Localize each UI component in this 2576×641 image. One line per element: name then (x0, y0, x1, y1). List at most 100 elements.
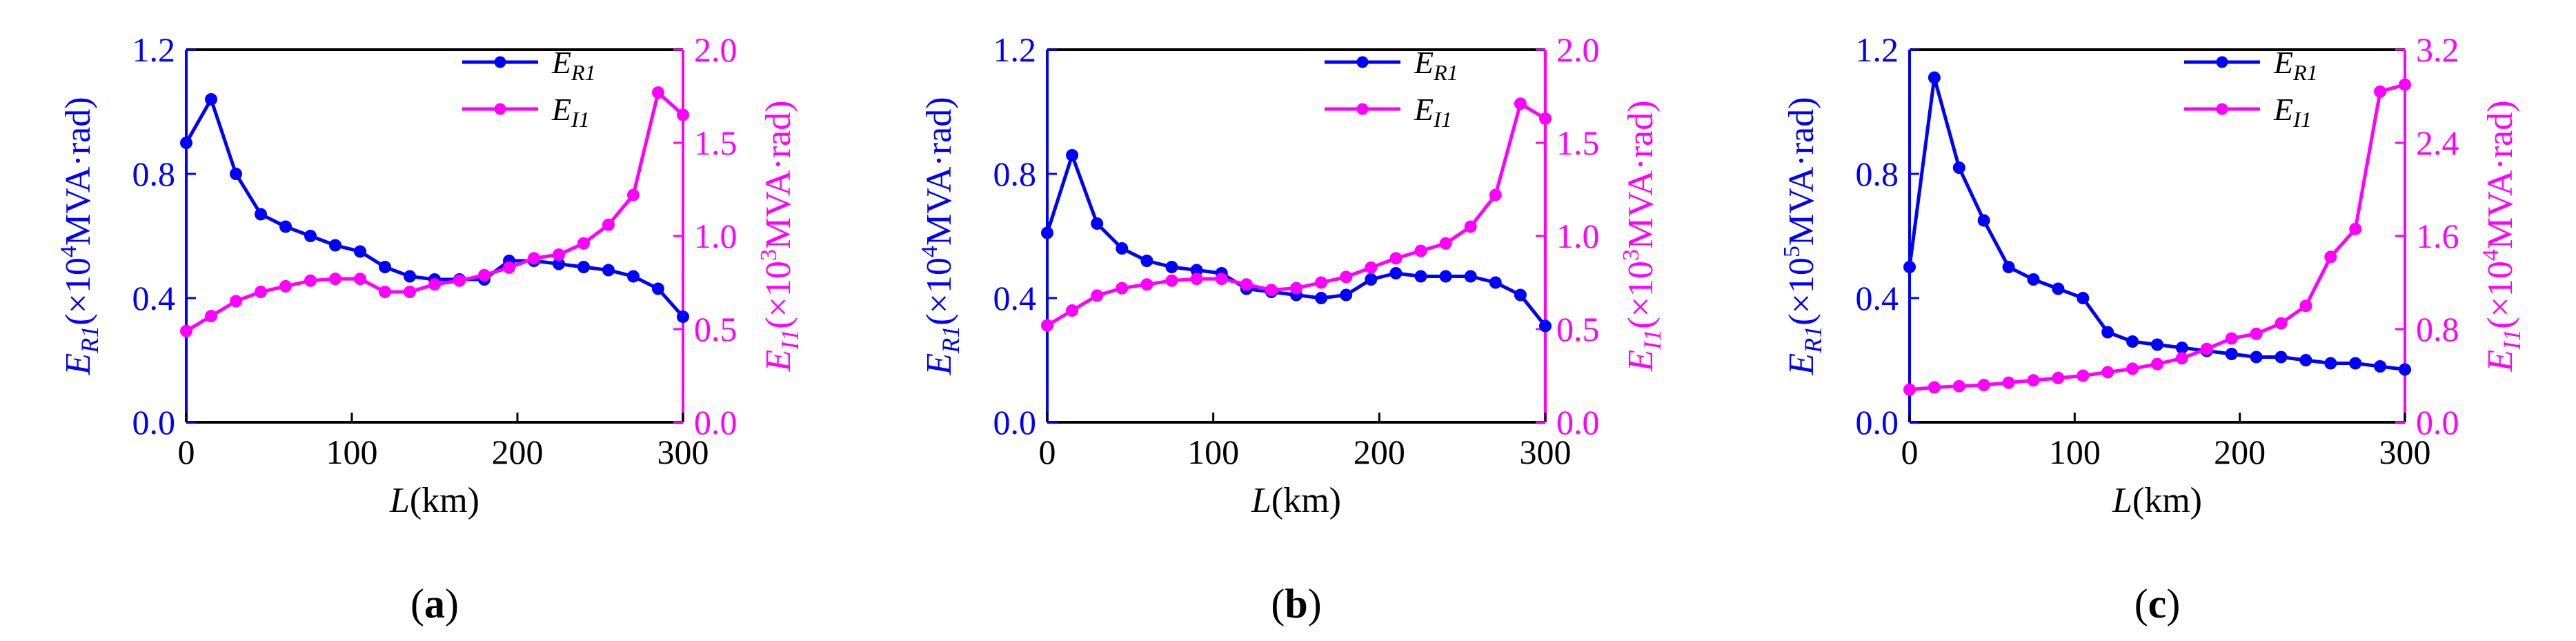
data-point (255, 286, 267, 298)
x-tick-label: 0 (1901, 433, 1919, 471)
data-point (2052, 371, 2065, 384)
left-tick-label: 1.2 (993, 30, 1037, 69)
data-point (2151, 357, 2163, 371)
data-point (1340, 270, 1353, 284)
data-point (230, 168, 242, 180)
data-point (2349, 222, 2362, 235)
data-point (180, 324, 192, 337)
data-point (304, 230, 317, 242)
right-axis-title: EI1(×103MVA·rad) (1618, 100, 1666, 372)
x-tick-label: 300 (1520, 433, 1572, 471)
left-tick-label: 0.0 (132, 403, 176, 442)
data-point (2002, 261, 2015, 273)
left-tick-label: 0.4 (1856, 279, 1899, 317)
data-point (1952, 161, 1965, 174)
data-point (1041, 319, 1053, 332)
data-point (1240, 278, 1253, 291)
x-tick-label: 100 (2049, 433, 2101, 471)
series-I1 (180, 86, 689, 337)
x-tick-label: 100 (1187, 433, 1239, 471)
left-axis-title: ER1(×105MVA·rad) (1779, 97, 1827, 375)
right-tick-label: 3.2 (2416, 30, 2459, 69)
data-point (2299, 299, 2312, 313)
data-point (652, 282, 664, 295)
right-axis-title: EI1(×104MVA·rad) (2478, 100, 2526, 372)
data-point (677, 108, 689, 121)
data-point (1116, 242, 1129, 255)
data-point (1928, 381, 1941, 394)
data-point (1903, 261, 1916, 273)
data-point (2275, 317, 2288, 330)
data-point (279, 220, 292, 233)
right-tick-label: 1.0 (694, 217, 737, 255)
legend-marker (2216, 56, 2228, 68)
data-point (1116, 282, 1129, 295)
data-point (404, 270, 416, 283)
data-point (2027, 374, 2040, 387)
right-tick-label: 1.5 (694, 124, 737, 162)
left-axis-title: ER1(×104MVA·rad) (917, 97, 964, 375)
right-tick-label: 0.0 (1556, 403, 1600, 442)
data-point (627, 270, 640, 283)
x-tick-label: 200 (492, 433, 544, 471)
left-tick-label: 0.0 (1856, 403, 1899, 442)
right-tick-label: 2.0 (1556, 30, 1600, 69)
data-point (1389, 252, 1403, 265)
data-point (1315, 276, 1328, 289)
left-tick-label: 0.0 (993, 403, 1037, 442)
data-point (1389, 267, 1403, 279)
data-point (1414, 244, 1427, 257)
data-point (577, 261, 590, 273)
data-point (478, 268, 491, 282)
series-R1 (1041, 149, 1552, 333)
data-point (2299, 354, 2312, 366)
x-tick-label: 200 (1354, 433, 1405, 471)
chart-panel-a: 0 100 200 3000.00.40.81.20.00.51.01.52.0ER1… (56, 30, 804, 627)
data-point (2151, 338, 2163, 351)
data-point (2374, 360, 2387, 373)
data-point (1340, 288, 1353, 302)
data-point (553, 248, 565, 261)
data-point (528, 252, 540, 265)
chart-panel-b: 0 100 200 3000.00.40.81.20.00.51.01.52.0ER1… (917, 30, 1666, 627)
x-tick-label: 100 (326, 433, 378, 471)
data-point (2225, 348, 2238, 360)
x-tick-label: 200 (2214, 433, 2266, 471)
data-point (2275, 351, 2288, 364)
legend-label: EI1 (2273, 92, 2312, 132)
data-point (1539, 319, 1552, 333)
data-point (1464, 220, 1477, 233)
data-point (2002, 376, 2015, 389)
right-tick-label: 1.5 (1556, 124, 1600, 162)
data-point (2126, 335, 2139, 348)
data-point (1140, 278, 1153, 291)
data-point (2399, 78, 2411, 91)
legend-label: ER1 (551, 45, 596, 85)
data-point (1414, 270, 1427, 283)
data-point (1514, 97, 1527, 110)
left-tick-label: 0.8 (993, 155, 1037, 193)
legend-marker (2216, 103, 2228, 115)
right-axis-title: EI1(×103MVA·rad) (756, 100, 804, 372)
data-point (329, 273, 341, 286)
legend-label: EI1 (551, 92, 590, 132)
data-point (2399, 363, 2411, 376)
panel-label: (c) (2134, 581, 2181, 627)
data-point (1190, 273, 1203, 286)
right-tick-label: 0.0 (694, 403, 737, 442)
data-point (1315, 292, 1328, 304)
data-point (2027, 273, 2040, 286)
data-point (652, 86, 664, 99)
right-tick-label: 0.5 (1556, 310, 1600, 348)
data-point (1140, 255, 1153, 267)
chart-panel-c: 0 100 200 3000.00.40.81.20.00.81.62.43.2ER1… (1779, 30, 2526, 627)
data-point (2324, 357, 2337, 370)
data-point (2126, 362, 2139, 375)
data-point (255, 208, 267, 221)
data-point (1066, 149, 1079, 161)
legend-marker (494, 103, 506, 115)
data-point (1066, 304, 1079, 317)
left-axis-title: ER1(×104MVA·rad) (56, 97, 103, 375)
